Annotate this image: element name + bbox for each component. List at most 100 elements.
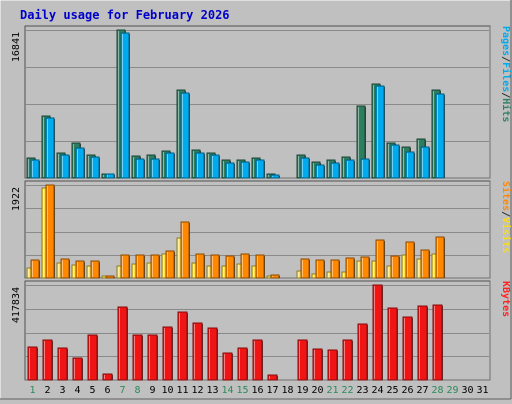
bar-sites-day-17: [270, 274, 280, 279]
x-axis-labels: 1 2 3 4 5 6 7 8 9 10 11 12 13 14 15 16 17 18 19 20 21 22 23 24 2…: [29, 385, 488, 396]
chart-title: Daily usage for February 2026: [20, 8, 230, 22]
bar-kbytes-day-24: [372, 284, 383, 381]
bar-kbytes-day-19: [297, 339, 308, 381]
bar-files-day-12: [195, 152, 205, 179]
bar-sites-day-4: [75, 260, 85, 279]
bar-files-day-13: [210, 154, 220, 179]
bar-files-day-11: [180, 92, 190, 179]
x-tick-label-28: 28: [431, 385, 443, 396]
bar-files-day-4: [75, 147, 85, 179]
bar-files-day-7: [120, 32, 130, 179]
bar-sites-day-14: [225, 255, 235, 279]
legend-item: Pages: [500, 26, 511, 56]
bar-sites-day-5: [90, 260, 100, 279]
legend-pages-files-hits: Pages/Files/Hits: [500, 26, 512, 122]
legend-item: Hits: [500, 98, 512, 122]
legend-kbytes: KBytes: [500, 281, 511, 317]
legend-sites-visits: Sites/Visits: [500, 181, 512, 253]
x-tick-label-19: 19: [296, 385, 308, 396]
x-tick-label-10: 10: [161, 385, 173, 396]
legend-item: /: [500, 56, 511, 62]
legend-item: /: [500, 92, 511, 98]
bar-files-day-5: [90, 156, 100, 179]
x-tick-label-25: 25: [386, 385, 398, 396]
panel-pages-files-hits: 16841 Pages/Files/Hits: [11, 25, 512, 179]
bar-sites-day-10: [165, 250, 175, 279]
bar-files-day-9: [150, 158, 160, 179]
x-tick-label-14: 14: [221, 385, 233, 396]
bar-files-day-19: [300, 157, 310, 179]
bar-sites-day-16: [255, 254, 265, 279]
bar-kbytes-day-2: [42, 339, 53, 381]
bar-files-day-15: [240, 161, 250, 179]
x-tick-label-5: 5: [89, 385, 95, 396]
x-tick-label-20: 20: [311, 385, 323, 396]
x-tick-label-29: 29: [446, 385, 458, 396]
bar-sites-day-20: [315, 259, 325, 279]
x-tick-label-26: 26: [401, 385, 413, 396]
legend-item: Sites: [500, 181, 512, 211]
bar-sites-day-22: [345, 257, 355, 279]
x-tick-label-8: 8: [134, 385, 140, 396]
x-tick-label-9: 9: [149, 385, 155, 396]
bar-files-day-22: [345, 159, 355, 179]
bar-files-day-1: [30, 159, 40, 179]
x-tick-label-7: 7: [119, 385, 125, 396]
bar-kbytes-day-21: [327, 349, 338, 381]
bar-kbytes-day-9: [147, 334, 158, 381]
bar-sites-day-9: [150, 254, 160, 279]
bar-files-day-10: [165, 152, 175, 179]
bar-files-day-20: [315, 164, 325, 179]
bar-sites-day-24: [375, 239, 385, 279]
x-tick-label-24: 24: [371, 385, 383, 396]
bar-kbytes-day-17: [267, 374, 278, 381]
bar-kbytes-day-25: [387, 307, 398, 381]
bar-files-day-21: [330, 162, 340, 179]
bar-sites-day-27: [420, 249, 430, 279]
y-max-label: 417834: [11, 287, 22, 323]
x-tick-label-13: 13: [206, 385, 218, 396]
bar-kbytes-day-15: [237, 347, 248, 381]
bar-kbytes-day-7: [117, 306, 128, 381]
bar-files-day-17: [270, 174, 280, 179]
bar-kbytes-day-4: [72, 357, 83, 381]
bar-sites-day-23: [360, 256, 370, 279]
bar-sites-day-1: [30, 259, 40, 279]
bar-sites-day-19: [300, 258, 310, 279]
bar-kbytes-day-1: [27, 346, 38, 381]
bar-sites-day-12: [195, 253, 205, 279]
x-tick-label-23: 23: [356, 385, 368, 396]
bar-kbytes-day-16: [252, 339, 263, 381]
x-tick-label-6: 6: [104, 385, 110, 396]
x-tick-label-21: 21: [326, 385, 338, 396]
legend-item: Visits: [500, 217, 512, 253]
bar-sites-day-3: [60, 258, 70, 279]
bar-kbytes-day-5: [87, 334, 98, 381]
x-tick-label-12: 12: [191, 385, 203, 396]
bar-sites-day-28: [435, 236, 445, 279]
bar-sites-day-11: [180, 221, 190, 279]
bar-sites-day-25: [390, 255, 400, 279]
bar-kbytes-day-23: [357, 323, 368, 381]
legend-item: /: [500, 211, 511, 217]
panel-kbytes: 417834 KBytes: [11, 280, 511, 381]
bar-kbytes-day-11: [177, 311, 188, 381]
bar-kbytes-day-13: [207, 327, 218, 381]
bar-kbytes-day-8: [132, 334, 143, 381]
bar-files-day-14: [225, 162, 235, 179]
bar-kbytes-day-20: [312, 348, 323, 381]
bar-kbytes-day-10: [162, 326, 173, 381]
bar-files-day-3: [60, 154, 70, 179]
bar-files-day-25: [390, 144, 400, 179]
bar-sites-day-13: [210, 254, 220, 279]
x-tick-label-27: 27: [416, 385, 428, 396]
panel-sites-visits: 1922 Sites/Visits: [11, 180, 512, 279]
bar-kbytes-day-6: [102, 373, 113, 381]
x-tick-label-1: 1: [29, 385, 35, 396]
bar-sites-day-21: [330, 259, 340, 279]
x-tick-label-16: 16: [251, 385, 263, 396]
bar-files-day-6: [105, 173, 115, 179]
bar-sites-day-6: [105, 275, 115, 279]
x-tick-label-18: 18: [281, 385, 293, 396]
